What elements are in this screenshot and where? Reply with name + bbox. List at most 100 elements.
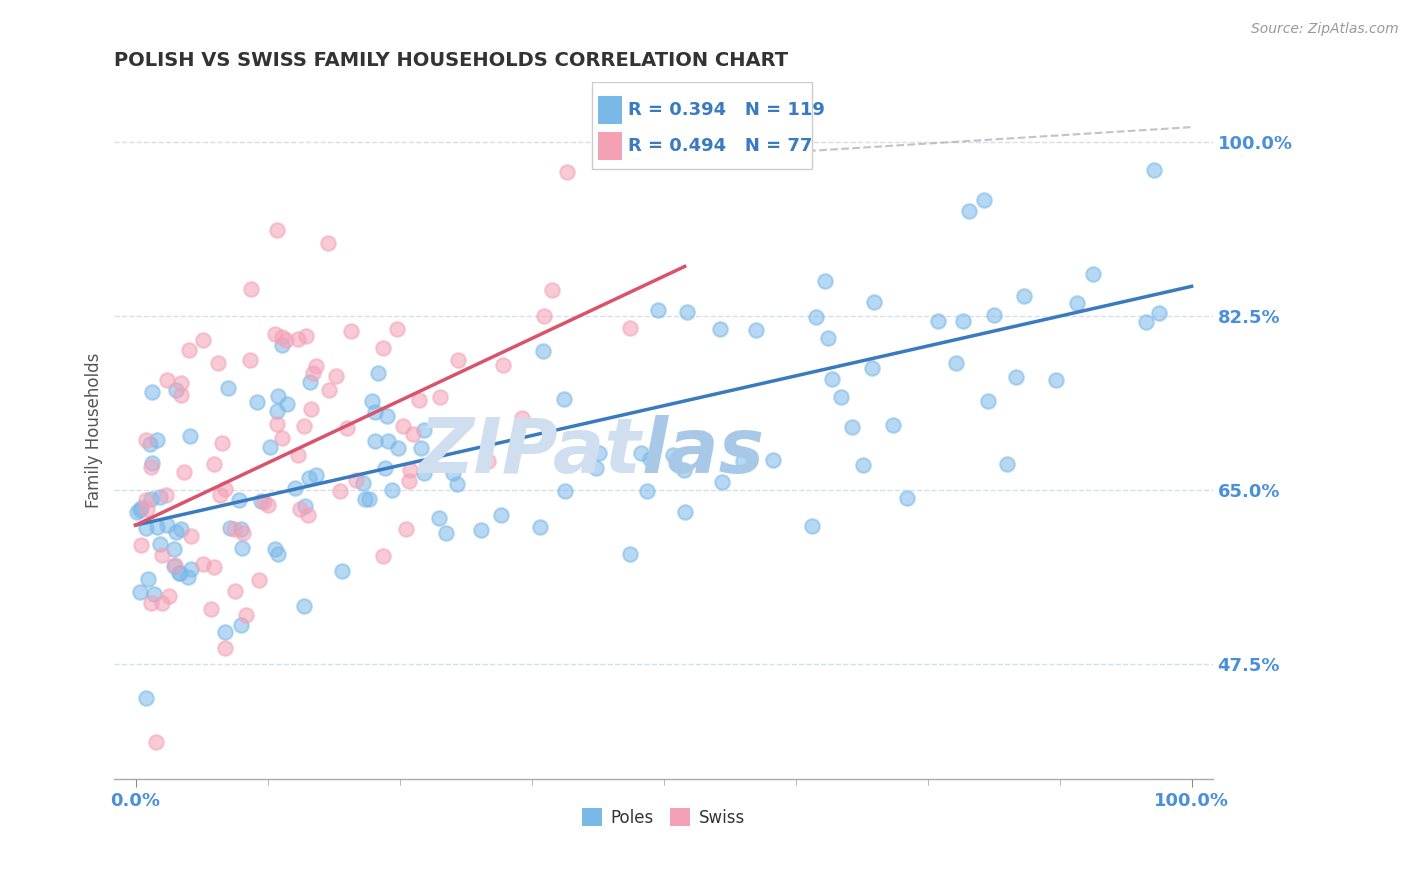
Text: R = 0.394   N = 119: R = 0.394 N = 119 (628, 101, 825, 120)
Text: POLISH VS SWISS FAMILY HOUSEHOLDS CORRELATION CHART: POLISH VS SWISS FAMILY HOUSEHOLDS CORREL… (114, 51, 789, 70)
Point (1081, 267, 1104, 281)
Point (135, 493, 157, 508)
Point (128, 585, 150, 599)
Point (413, 423, 436, 437)
Point (235, 607, 257, 622)
Point (253, 495, 276, 509)
Point (830, 391, 852, 405)
Point (267, 547, 290, 561)
Point (146, 433, 169, 447)
Point (882, 418, 904, 433)
Point (165, 383, 187, 397)
Point (131, 501, 153, 516)
Point (619, 321, 641, 335)
Point (263, 327, 285, 342)
Point (352, 476, 374, 491)
Point (271, 431, 294, 445)
Point (276, 334, 298, 348)
Point (157, 589, 180, 603)
Point (301, 367, 323, 381)
Point (762, 453, 785, 467)
Point (672, 463, 695, 477)
Point (214, 624, 236, 639)
Point (408, 393, 430, 408)
Point (553, 392, 575, 406)
Point (371, 549, 394, 564)
Point (541, 283, 564, 297)
Point (141, 384, 163, 399)
Point (299, 401, 322, 416)
Point (529, 520, 551, 534)
Point (139, 437, 162, 451)
Point (224, 522, 246, 536)
Point (229, 522, 252, 536)
Point (156, 517, 179, 532)
Point (284, 482, 307, 496)
Point (801, 519, 824, 533)
Point (239, 353, 262, 368)
Point (554, 484, 576, 499)
Point (711, 475, 734, 489)
Point (145, 735, 167, 749)
Point (945, 356, 967, 370)
Point (150, 548, 173, 562)
FancyBboxPatch shape (598, 96, 621, 124)
Point (170, 522, 193, 536)
Point (638, 452, 661, 467)
Y-axis label: Family Households: Family Households (86, 353, 103, 508)
Point (817, 331, 839, 345)
Point (209, 488, 232, 502)
Point (446, 477, 468, 491)
Point (266, 404, 288, 418)
Point (896, 491, 918, 505)
Text: ZIPat: ZIPat (419, 415, 641, 489)
Point (852, 458, 875, 473)
Point (373, 341, 395, 355)
Point (470, 523, 492, 537)
Point (266, 223, 288, 237)
Point (427, 511, 450, 525)
Point (374, 461, 396, 475)
Point (436, 525, 458, 540)
Point (135, 433, 157, 447)
Point (207, 356, 229, 370)
Point (139, 596, 162, 610)
Point (292, 419, 315, 434)
Point (165, 558, 187, 573)
Point (214, 482, 236, 496)
Point (361, 393, 384, 408)
Point (395, 522, 418, 536)
Point (266, 417, 288, 431)
Point (357, 491, 380, 506)
Point (287, 332, 309, 346)
Text: Source: ZipAtlas.com: Source: ZipAtlas.com (1251, 22, 1399, 37)
Point (709, 321, 731, 335)
Point (863, 295, 886, 310)
Point (381, 483, 404, 498)
Point (676, 304, 699, 318)
Point (276, 397, 298, 411)
FancyBboxPatch shape (598, 133, 621, 161)
Point (259, 440, 281, 454)
Point (1005, 370, 1028, 384)
Point (143, 587, 166, 601)
Point (585, 461, 607, 475)
Point (149, 490, 172, 504)
Point (995, 457, 1018, 471)
Point (146, 519, 169, 533)
Point (364, 434, 387, 449)
Point (429, 390, 451, 404)
Point (231, 541, 253, 555)
FancyBboxPatch shape (592, 82, 811, 169)
Point (271, 330, 294, 344)
Point (630, 446, 652, 460)
Point (128, 503, 150, 517)
Point (398, 474, 420, 488)
Point (392, 418, 415, 433)
Point (377, 409, 399, 423)
Point (287, 448, 309, 462)
Point (1014, 288, 1036, 302)
Point (804, 310, 827, 325)
Point (169, 566, 191, 581)
Point (294, 499, 316, 513)
